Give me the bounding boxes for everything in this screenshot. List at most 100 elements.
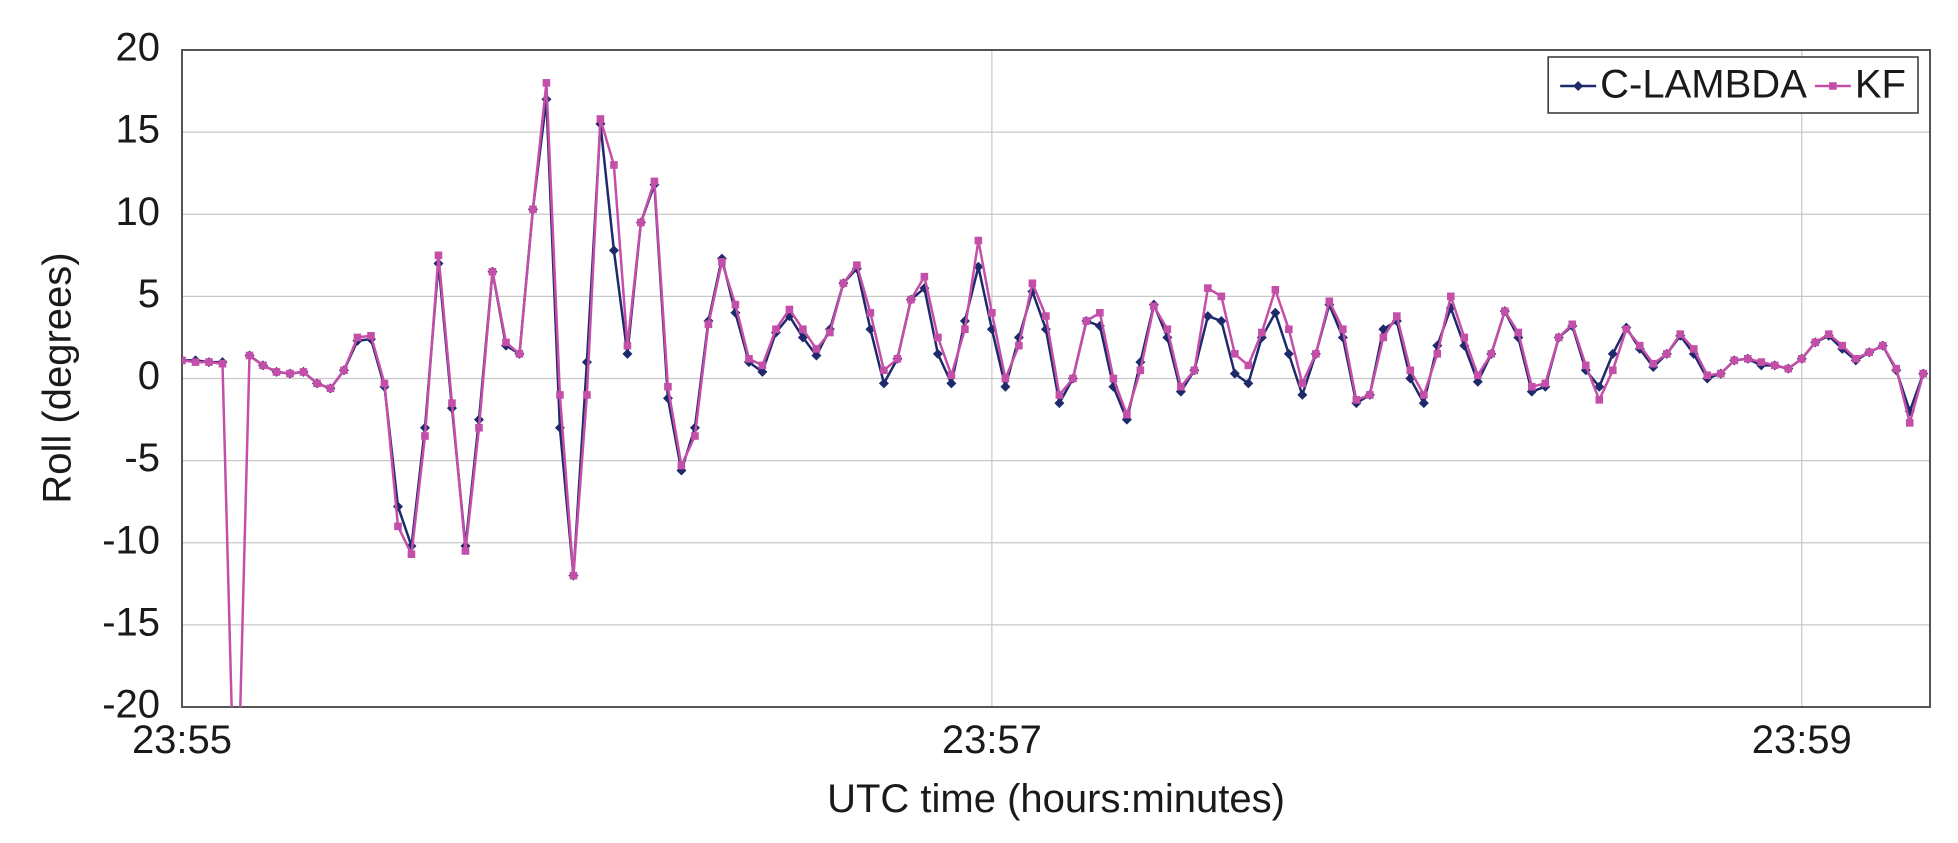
point-marker: [1447, 292, 1455, 301]
point-marker: [394, 522, 402, 531]
point-marker: [1797, 354, 1806, 363]
point-marker: [1136, 366, 1145, 375]
point-marker: [893, 354, 902, 363]
point-marker: [1649, 359, 1658, 368]
point-marker: [1393, 312, 1401, 320]
point-marker: [1608, 366, 1617, 375]
point-marker: [1905, 419, 1914, 427]
x-tick-label: 23:55: [132, 718, 232, 762]
point-marker: [799, 325, 807, 334]
point-marker: [326, 384, 335, 393]
plot-area: [182, 79, 1929, 707]
point-marker: [340, 366, 348, 375]
point-marker: [1190, 366, 1199, 375]
point-marker: [1204, 284, 1212, 292]
point-marker: [757, 366, 768, 377]
series-line: [182, 81, 1925, 707]
point-marker: [542, 79, 551, 87]
point-marker: [299, 368, 308, 376]
point-marker: [608, 245, 619, 256]
legend-box: [1547, 56, 1919, 114]
point-marker: [1297, 389, 1308, 400]
point-marker: [731, 300, 740, 309]
point-marker: [448, 399, 456, 407]
point-marker: [1838, 341, 1847, 350]
point-marker: [866, 309, 875, 317]
point-marker: [461, 547, 470, 555]
point-marker: [488, 267, 497, 276]
point-marker: [1231, 350, 1239, 358]
point-marker: [839, 279, 848, 288]
point-marker: [1285, 325, 1293, 334]
point-marker: [637, 218, 645, 227]
point-marker: [853, 261, 861, 269]
point-marker: [946, 378, 957, 389]
point-marker: [961, 325, 969, 334]
legend: C-LAMBDA KF: [1547, 56, 1919, 114]
point-marker: [1042, 312, 1050, 320]
point-marker: [1015, 341, 1023, 350]
point-marker: [812, 345, 821, 353]
point-marker: [622, 348, 633, 359]
legend-label: KF: [1855, 63, 1906, 107]
point-marker: [1784, 364, 1793, 373]
point-marker: [392, 501, 403, 512]
point-marker: [596, 115, 605, 123]
x-tick-label: 23:59: [1752, 718, 1852, 762]
series-line: [182, 98, 1925, 577]
point-marker: [1541, 379, 1550, 388]
point-marker: [811, 350, 822, 361]
point-marker: [1366, 391, 1374, 399]
point-marker: [313, 379, 321, 388]
point-marker: [1607, 348, 1618, 359]
point-marker: [191, 358, 200, 366]
point-marker: [623, 341, 632, 350]
point-marker: [1216, 316, 1227, 327]
point-marker: [1418, 398, 1429, 409]
point-marker: [947, 371, 956, 380]
point-marker: [704, 320, 713, 329]
point-marker: [1635, 341, 1644, 350]
point-marker: [1757, 358, 1766, 366]
point-marker: [1594, 381, 1605, 392]
point-marker: [380, 379, 389, 388]
point-marker: [1892, 364, 1901, 373]
point-marker: [758, 361, 767, 370]
point-marker: [1528, 382, 1536, 391]
point-marker: [1689, 345, 1698, 353]
point-marker: [1703, 371, 1712, 380]
point-marker: [691, 432, 699, 440]
point-marker: [1716, 369, 1725, 378]
y-tick-label: 10: [116, 190, 161, 234]
point-marker: [1573, 81, 1584, 91]
point-marker: [1055, 391, 1064, 399]
point-marker: [1244, 361, 1253, 370]
point-marker: [1082, 317, 1091, 325]
y-axis-label: Roll (degrees): [36, 252, 80, 503]
y-tick-label: -15: [102, 600, 160, 644]
point-marker: [650, 177, 659, 186]
y-tick-label: 20: [116, 26, 161, 70]
point-marker: [1339, 325, 1347, 334]
point-marker: [1730, 356, 1739, 365]
point-marker: [880, 366, 888, 375]
point-marker: [272, 368, 281, 376]
point-marker: [878, 378, 889, 389]
point-marker: [677, 461, 686, 470]
point-marker: [1270, 307, 1281, 318]
point-marker: [1824, 330, 1833, 338]
point-marker: [1298, 379, 1307, 388]
y-tick-label: -20: [102, 683, 160, 727]
point-marker: [1878, 341, 1887, 350]
point-marker: [218, 359, 227, 368]
point-marker: [1676, 330, 1685, 338]
point-marker: [286, 369, 294, 378]
point-marker: [581, 357, 592, 368]
x-tick-label: 23:57: [942, 718, 1042, 762]
point-marker: [745, 354, 753, 363]
point-marker: [205, 358, 213, 366]
point-marker: [1662, 350, 1671, 358]
point-marker: [475, 423, 483, 432]
point-marker: [569, 571, 578, 580]
